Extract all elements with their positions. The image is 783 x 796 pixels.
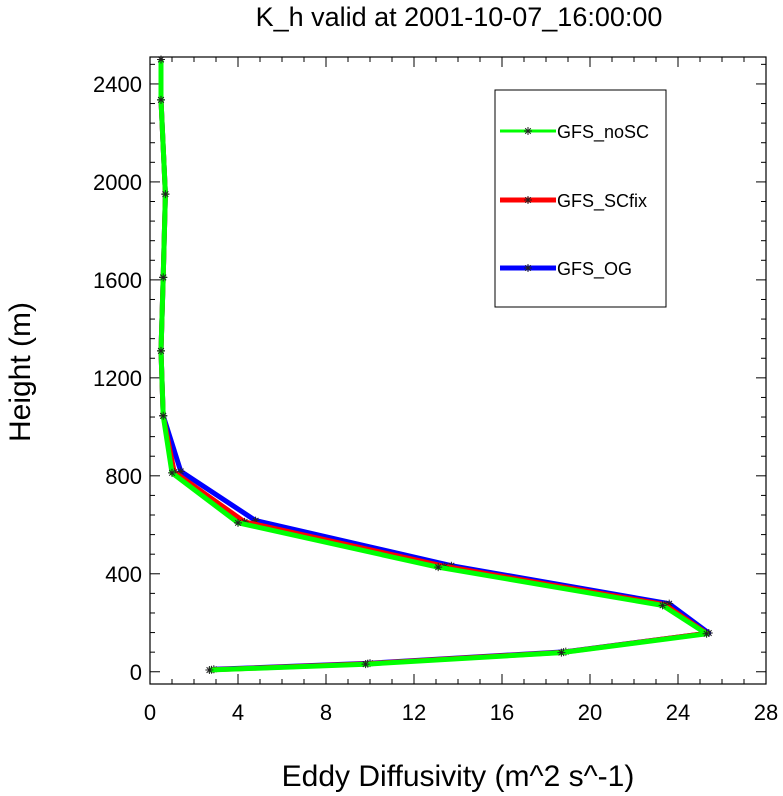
data-point [159, 273, 168, 282]
chart-title: K_h valid at 2001-10-07_16:00:00 [256, 2, 663, 32]
legend-label: GFS_OG [557, 259, 632, 280]
axis-ticks: 0 4 8 12 16 20 24 28 0 400 800 1200 1600 2000 2400 [93, 57, 778, 725]
x-tick-label: 16 [490, 700, 514, 725]
x-tick-label: 0 [144, 700, 156, 725]
y-tick-label: 800 [105, 464, 142, 489]
x-tick-label: 20 [578, 700, 602, 725]
legend-marker [524, 196, 532, 204]
data-point [157, 55, 165, 64]
series-line [158, 59, 710, 673]
y-tick-label: 1600 [93, 268, 142, 293]
data-point [176, 467, 185, 476]
y-tick-label: 1200 [93, 366, 142, 391]
x-tick-label: 12 [402, 700, 426, 725]
y-tick-label: 400 [105, 562, 142, 587]
plot-frame [149, 56, 767, 685]
data-point [557, 648, 566, 657]
y-tick-label: 0 [130, 660, 142, 685]
legend: GFS_noSC GFS_SCfix GFS_OG [494, 89, 667, 308]
legend-label: GFS_SCfix [557, 191, 647, 212]
data-point [658, 601, 667, 610]
data-point [702, 629, 711, 638]
data-point [157, 346, 165, 355]
legend-marker [524, 264, 532, 272]
data-point [234, 518, 242, 527]
x-axis-label: Eddy Diffusivity (m^2 s^-1) [282, 760, 635, 793]
legend-label: GFS_noSC [557, 122, 649, 143]
data-point [361, 660, 370, 669]
y-tick-label: 2000 [93, 170, 142, 195]
data-point [161, 190, 170, 199]
legend-item: GFS_SCfix [500, 191, 647, 212]
legend-item: GFS_noSC [500, 122, 649, 143]
y-tick-label: 2400 [93, 72, 142, 97]
x-tick-label: 28 [754, 700, 778, 725]
legend-item: GFS_OG [500, 259, 632, 280]
data-point [157, 95, 165, 104]
data-point [205, 666, 214, 675]
series-GFS_noSC [157, 55, 711, 675]
x-tick-label: 8 [320, 700, 332, 725]
data-point [434, 563, 443, 572]
legend-marker [524, 127, 532, 135]
y-axis-label: Height (m) [4, 302, 37, 442]
data-point [159, 411, 168, 420]
data-point [665, 599, 674, 608]
data-point [251, 516, 260, 525]
x-tick-label: 24 [666, 700, 690, 725]
data-point [168, 468, 176, 477]
x-tick-label: 4 [232, 700, 244, 725]
series-group [157, 55, 713, 675]
